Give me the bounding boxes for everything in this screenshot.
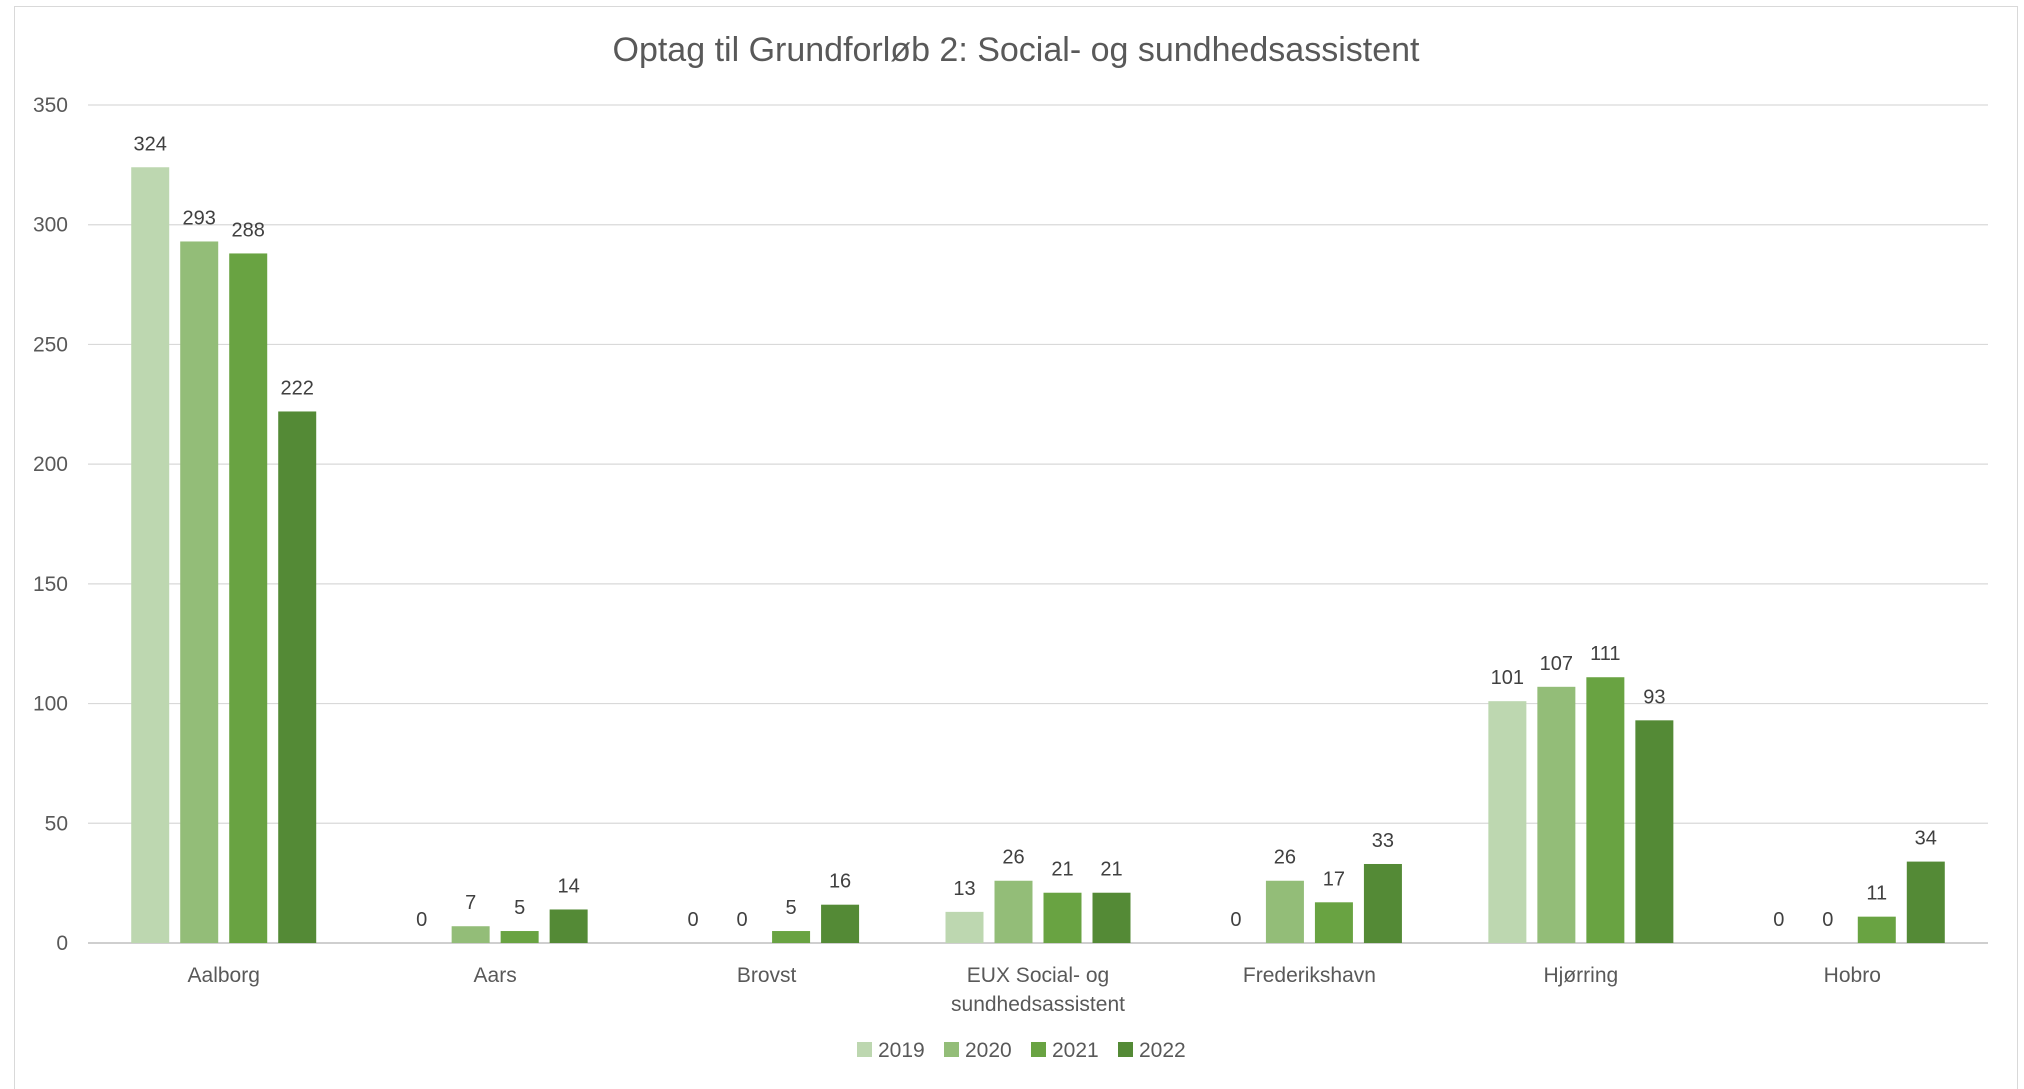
data-label: 222 [281,377,314,399]
y-tick-label: 200 [33,453,68,476]
data-label: 93 [1643,686,1665,708]
y-tick-label: 150 [33,573,68,596]
legend-label: 2020 [965,1039,1012,1062]
data-label: 26 [1274,847,1296,869]
data-label: 17 [1323,868,1345,890]
bar [229,253,268,944]
bar [772,931,811,943]
bar [1857,916,1896,943]
bar [1586,677,1625,943]
y-axis-ticks: 0 50 100 150 200 250 300 350 [33,94,68,955]
bar [1314,902,1353,943]
data-label: 0 [688,909,699,931]
gridlines [88,104,1988,944]
data-label: 5 [514,897,525,919]
bar [1635,720,1674,943]
chart-title: Optag til Grundforløb 2: Social- og sund… [613,31,1421,69]
data-label: 0 [1773,909,1784,931]
bar [1265,880,1304,943]
y-tick-label: 50 [45,812,68,835]
legend-swatch [1031,1042,1046,1057]
data-label: 14 [558,875,580,897]
bar [1092,892,1131,943]
bar [1043,892,1082,943]
data-label: 0 [1822,909,1833,931]
y-tick-label: 250 [33,333,68,356]
legend-swatch [857,1042,872,1057]
bar [451,926,490,943]
y-tick-label: 300 [33,214,68,237]
bar [945,911,984,943]
data-label: 7 [465,892,476,914]
data-label: 0 [1230,909,1241,931]
x-axis-categories: Aalborg Aars Brovst EUX Social- og sundhedsa… [188,964,1881,1016]
x-category-label: Aalborg [188,964,260,987]
data-label: 293 [183,207,216,229]
y-tick-label: 100 [33,693,68,716]
legend-label: 2019 [878,1039,925,1062]
data-label: 5 [786,897,797,919]
data-labels: 324 293 288 222 0 7 5 14 0 0 5 16 13 26 21 21 0 26 17 33 101… [134,133,1937,931]
data-label: 21 [1100,859,1122,881]
legend-label: 2022 [1139,1039,1186,1062]
data-label: 21 [1051,859,1073,881]
bar [131,167,170,943]
data-label: 111 [1590,643,1620,665]
bar [1906,861,1945,943]
legend-swatch [944,1042,959,1057]
bar [278,411,317,943]
data-label: 16 [829,871,851,893]
data-label: 288 [232,219,265,241]
legend-label: 2021 [1052,1039,1099,1062]
bar [821,904,860,943]
x-category-label: Hobro [1824,964,1881,987]
y-tick-label: 350 [33,94,68,117]
bar [1488,701,1527,943]
legend-swatch [1118,1042,1133,1057]
bar [1363,863,1402,943]
x-category-label: Hjørring [1544,964,1619,987]
x-category-label: EUX Social- og [967,964,1109,987]
bar [994,880,1033,943]
data-label: 107 [1540,653,1573,675]
x-category-label: Frederikshavn [1243,964,1376,987]
bars [131,167,1945,944]
y-tick-label: 0 [56,932,68,955]
data-label: 0 [737,909,748,931]
bar [180,241,219,943]
bar [500,931,539,943]
data-label: 0 [416,909,427,931]
data-label: 33 [1372,830,1394,852]
data-label: 34 [1915,828,1937,850]
legend: 2019 2020 2021 2022 [857,1039,1186,1062]
data-label: 324 [134,133,167,155]
bar [549,909,588,943]
data-label: 26 [1002,847,1024,869]
x-category-label: Aars [474,964,517,987]
x-category-label: sundhedsassistent [951,993,1125,1016]
data-label: 11 [1866,883,1887,905]
bar [1537,686,1576,943]
data-label: 13 [953,878,975,900]
x-category-label: Brovst [737,964,797,987]
data-label: 101 [1491,667,1524,689]
